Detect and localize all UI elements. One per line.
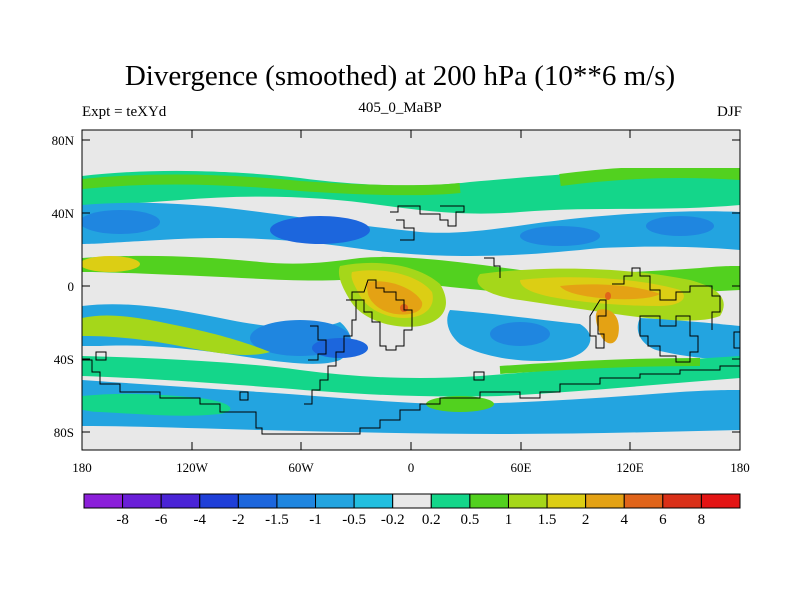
south-america-negative-core-2 [312, 338, 368, 358]
north-polar-edge [82, 165, 400, 180]
colorbar-label: -8 [116, 512, 129, 528]
colorbar-box [546, 493, 587, 509]
colorbar-label: -6 [154, 512, 168, 528]
coast-africa [351, 279, 413, 351]
colorbar-box [276, 493, 317, 509]
colorbar-box [160, 493, 201, 509]
indian-ocean-negative-core [490, 322, 550, 346]
lon-label-180e: 180 [730, 460, 750, 475]
colorbar-box [507, 493, 548, 509]
colorbar-label: 2 [581, 512, 590, 528]
south-positive-band [82, 356, 740, 397]
colorbar-box [623, 493, 664, 509]
lon-tick-marks [81, 130, 741, 450]
colorbar-box [392, 493, 432, 509]
mid-north-negative-core-1 [270, 216, 370, 244]
colorbar-label: 0.5 [460, 512, 480, 528]
maritime-positive-core [595, 309, 619, 344]
coast-antarctica [82, 359, 740, 435]
colorbar-label: 8 [697, 512, 706, 528]
colorbar-label: 0.2 [421, 512, 441, 528]
plot-subtitle: 405_0_MaBP [358, 100, 442, 116]
tropical-positive-west [82, 256, 140, 272]
coast-asia [612, 267, 721, 330]
lat-label-40n: 40N [51, 206, 74, 221]
coast-europe [390, 205, 465, 227]
colorbar-label: -1.5 [265, 512, 289, 528]
colorbar-label: 4 [620, 512, 628, 528]
lon-label-180w: 180 [72, 460, 92, 475]
coast-australia [639, 315, 699, 363]
band-north-positive-core-east [559, 166, 740, 186]
coast-island-1 [95, 351, 107, 361]
lon-label-120w: 120W [176, 460, 208, 475]
south-positive-west [82, 315, 270, 355]
mid-north-negative-core-3 [520, 226, 600, 246]
lon-label-60e: 60E [510, 460, 532, 475]
south-pacific-east-negative [637, 318, 740, 360]
colorbar-box [469, 493, 509, 509]
colorbar-box [83, 493, 124, 509]
colorbar-box [237, 493, 278, 509]
africa-positive-core [366, 281, 423, 315]
colorbar-label: -4 [193, 512, 207, 528]
colorbar-label: -1 [309, 512, 322, 528]
south-highlat-negative [82, 380, 740, 434]
colorbar-label: 1 [504, 512, 513, 528]
colorbar-label: 6 [659, 512, 667, 528]
colorbar-box [315, 493, 355, 509]
experiment-label: Expt = teXYd [82, 104, 167, 120]
lat-label-80n: 80N [51, 133, 74, 148]
colorbar-label: -0.5 [342, 512, 366, 528]
indopacific-peak [605, 292, 611, 300]
colorbar-box [430, 493, 471, 509]
lat-tick-marks [82, 139, 740, 433]
coast-south-america-east [304, 299, 357, 405]
lon-label-0: 0 [407, 460, 415, 475]
lat-label-80s: 80S [53, 425, 74, 440]
coast-south-america-west [308, 325, 327, 361]
colorbar-box [585, 493, 625, 509]
season-label: DJF [716, 104, 742, 120]
colorbar-box [199, 493, 239, 509]
colorbar [83, 493, 741, 509]
mid-north-negative-core-4 [646, 216, 714, 236]
lon-label-60w: 60W [288, 460, 314, 475]
colorbar-box [122, 493, 162, 509]
coast-island-3 [473, 371, 485, 381]
map-field [82, 130, 740, 450]
colorbar-box [700, 493, 741, 509]
mid-north-negative-core-2 [82, 210, 160, 234]
coast-maritime [589, 299, 607, 349]
lat-label-40s: 40S [53, 352, 74, 367]
coastlines [82, 205, 740, 435]
coast-iberia [396, 219, 415, 241]
coast-island-2 [239, 391, 249, 401]
lat-label-0: 0 [67, 279, 75, 294]
south-highlat-positive-patch-2 [426, 396, 494, 412]
band-north-positive-core [82, 174, 461, 196]
coast-new-zealand [733, 331, 740, 349]
plot-title: Divergence (smoothed) at 200 hPa (10**6 … [124, 60, 676, 92]
colorbar-label: -0.2 [380, 512, 405, 528]
colorbar-label: -2 [232, 512, 245, 528]
lon-label-120e: 120E [616, 460, 644, 475]
coast-arabia [484, 257, 501, 278]
colorbar-box [662, 493, 702, 509]
colorbar-box [353, 493, 394, 509]
colorbar-label: 1.5 [537, 512, 557, 528]
south-highlat-positive-patch [82, 393, 231, 416]
south-positive-band-core [499, 358, 701, 374]
indopacific-positive-core [560, 284, 660, 300]
